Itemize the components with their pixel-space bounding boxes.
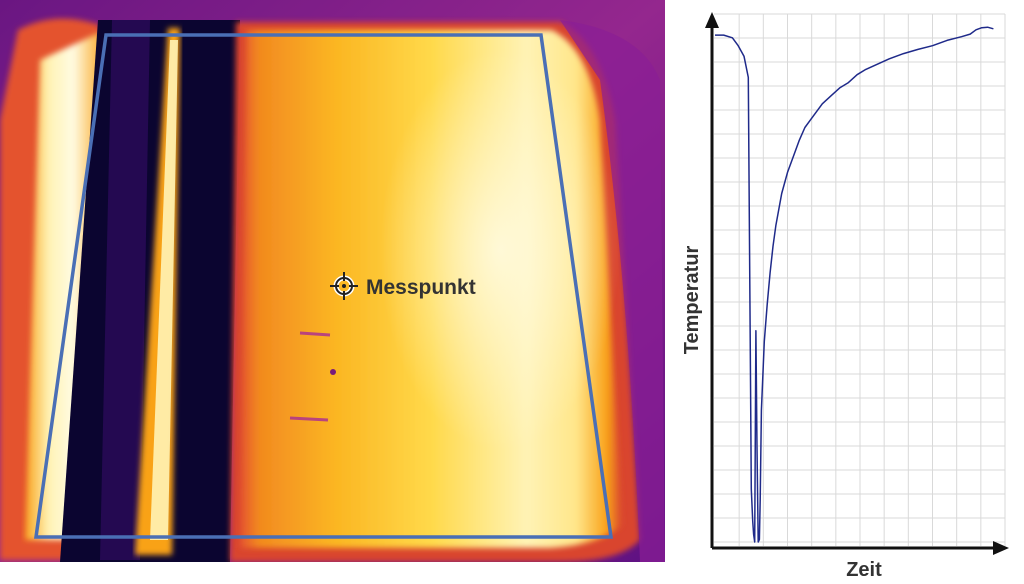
measuring-point-label: Messpunkt bbox=[366, 276, 476, 299]
temperature-chart: Zeit Temperatur bbox=[681, 12, 1009, 581]
x-axis-label: Zeit bbox=[846, 559, 882, 581]
thermal-image: Messpunkt bbox=[0, 0, 665, 562]
series-line bbox=[715, 26, 994, 543]
y-axis-arrow bbox=[705, 12, 719, 28]
crosshair-icon bbox=[330, 272, 358, 300]
chart-grid bbox=[714, 13, 1006, 546]
y-axis-label: Temperatur bbox=[681, 246, 703, 355]
x-axis-arrow bbox=[993, 541, 1009, 555]
region-of-interest bbox=[33, 33, 614, 539]
